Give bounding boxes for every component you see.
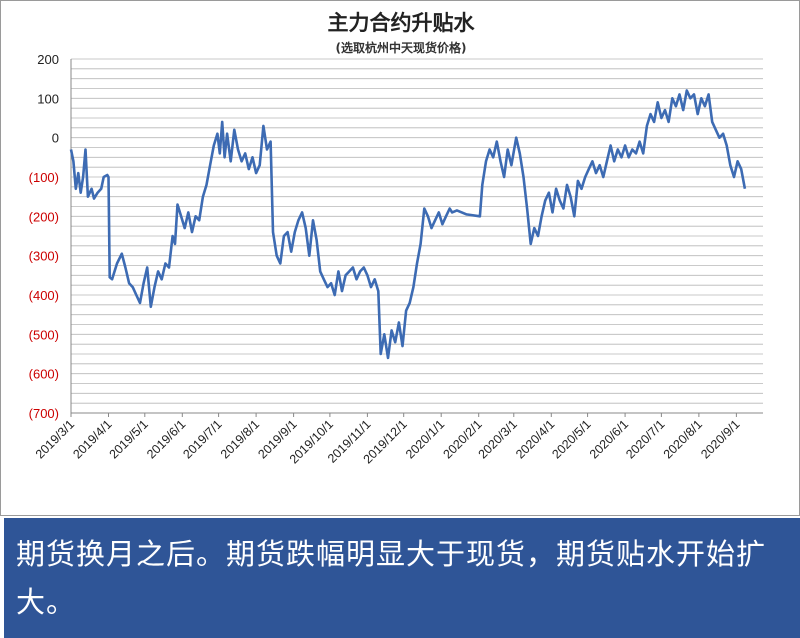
x-tick-label: 2020/4/1 xyxy=(513,417,557,461)
chart-title: 主力合约升贴水 xyxy=(327,11,475,35)
x-tick-label: 2020/1/1 xyxy=(403,417,447,461)
x-tick-label: 2019/4/1 xyxy=(70,417,114,461)
line-chart: 200 100 0 (100) (200) (300) (400) (500) (600) (70… xyxy=(29,52,763,466)
x-tick-label: 2020/7/1 xyxy=(623,417,667,461)
series-line xyxy=(69,89,747,360)
caption-text: 期货换月之后。期货跌幅明显大于现货，期货贴水开始扩大。 xyxy=(16,537,767,619)
chart-area: 200 100 0 (100) (200) (300) (400) (500) (600) (70… xyxy=(0,0,800,516)
y-tick-label: (500) xyxy=(29,327,59,342)
x-tick-label: 2019/5/1 xyxy=(107,417,151,461)
y-tick-label: (300) xyxy=(29,249,59,264)
x-tick-label: 2020/9/1 xyxy=(698,417,742,461)
x-tick-label: 2019/7/1 xyxy=(180,417,224,461)
x-tick-label: 2020/6/1 xyxy=(587,417,631,461)
x-tick-label: 2020/8/1 xyxy=(661,417,705,461)
y-tick-label: (700) xyxy=(29,406,59,421)
x-tick-label: 2019/3/1 xyxy=(33,417,77,461)
y-tick-label: 0 xyxy=(52,131,59,146)
y-tick-label: (100) xyxy=(29,170,59,185)
x-tick-label: 2020/5/1 xyxy=(549,417,593,461)
x-tick-label: 2019/8/1 xyxy=(218,417,262,461)
y-tick-label: 200 xyxy=(37,52,59,67)
x-tick-label: 2019/6/1 xyxy=(144,417,188,461)
y-tick-label: (400) xyxy=(29,288,59,303)
y-tick-label: 100 xyxy=(37,91,59,106)
y-tick-label: (600) xyxy=(29,367,59,382)
caption-box: 期货换月之后。期货跌幅明显大于现货，期货贴水开始扩大。 xyxy=(4,518,800,638)
chart-subtitle: (选取杭州中天现货价格) xyxy=(335,41,467,55)
x-tick-label: 2020/3/1 xyxy=(476,417,520,461)
y-tick-label: (200) xyxy=(29,209,59,224)
